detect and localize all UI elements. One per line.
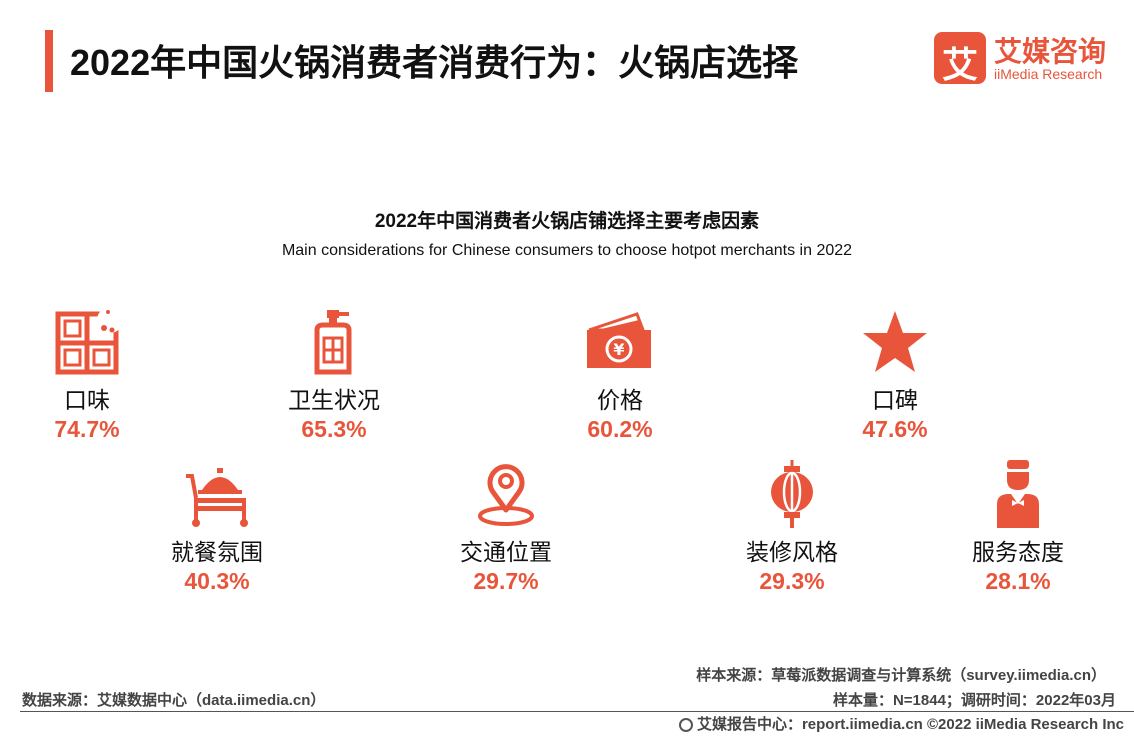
title-accent-bar [45,30,53,92]
money-icon: ¥ [585,308,655,378]
factor-label: 就餐氛围 [171,539,263,565]
factor-location: 交通位置 29.7% [406,460,606,596]
factor-value: 29.7% [473,568,539,594]
dining-cart-icon [182,460,252,530]
factor-hygiene: 卫生状况 65.3% [234,308,434,444]
factor-value: 28.1% [985,568,1051,594]
svg-text:¥: ¥ [613,340,624,359]
factor-label: 交通位置 [460,539,552,565]
lantern-icon [757,460,827,530]
sample-size: 样本量：N=1844；调研时间：2022年03月 [832,692,1116,709]
factor-taste: 口味 74.7% [0,308,187,444]
chart-title: 2022年中国消费者火锅店铺选择主要考虑因素 [374,211,760,232]
copyright: 艾媒报告中心：report.iimedia.cn ©2022 iiMedia R… [678,713,1124,734]
factor-label: 口碑 [872,387,918,413]
logo-mark: 艾 [934,32,986,85]
chart-subtitle: Main considerations for Chinese consumer… [281,242,853,259]
soap-bottle-icon [299,308,369,378]
factor-value: 47.6% [862,416,928,442]
factor-price: ¥ 价格 60.2% [520,308,720,444]
factor-decoration: 装修风格 29.3% [692,460,892,596]
factor-label: 服务态度 [972,539,1064,565]
brand-logo: 艾 艾媒咨询 iiMedia Research [934,32,1114,88]
page-title: 2022年中国火锅消费者消费行为：火锅店选择 [70,42,799,83]
factor-value: 74.7% [54,416,120,442]
factor-value: 29.3% [759,568,825,594]
chocolate-icon [52,308,122,378]
factor-label: 口味 [64,387,110,413]
factor-atmosphere: 就餐氛围 40.3% [117,460,317,596]
sample-source: 样本来源：草莓派数据调查与计算系统（survey.iimedia.cn） [696,667,1106,684]
factor-label: 装修风格 [746,539,838,565]
logo-text-en: iiMedia Research [994,66,1103,82]
factor-value: 40.3% [184,568,250,594]
factor-value: 65.3% [301,416,367,442]
globe-icon [678,718,693,732]
factor-reputation: 口碑 47.6% [795,308,995,444]
factor-label: 价格 [597,387,643,413]
factor-value: 60.2% [587,416,653,442]
data-source: 数据来源：艾媒数据中心（data.iimedia.cn） [22,692,326,709]
star-icon [860,308,930,378]
factor-label: 卫生状况 [288,387,380,413]
footer-divider [20,711,1134,712]
waiter-icon [983,460,1053,530]
location-pin-icon [471,460,541,530]
logo-text-cn: 艾媒咨询 [994,36,1107,67]
factor-service: 服务态度 28.1% [918,460,1118,596]
